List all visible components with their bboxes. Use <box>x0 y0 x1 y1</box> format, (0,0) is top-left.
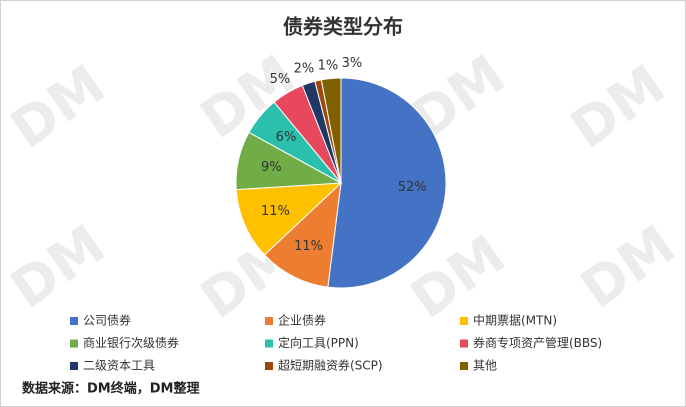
data-label: 11% <box>294 239 323 254</box>
data-label: 11% <box>261 204 290 219</box>
legend-label: 券商专项资产管理(BBS) <box>473 335 602 350</box>
data-label: 2% <box>294 61 315 76</box>
legend-swatch <box>460 317 468 325</box>
legend-swatch <box>460 339 468 348</box>
legend-swatch <box>70 317 78 325</box>
data-label: 52% <box>398 180 427 195</box>
pie-slice <box>320 77 342 184</box>
source-note: 数据来源：DM终端，DM整理 <box>22 381 199 397</box>
data-label: 9% <box>261 160 282 175</box>
pie-slice <box>263 181 342 288</box>
data-label: 1% <box>318 58 339 73</box>
legend-label: 公司债券 <box>83 313 131 328</box>
legend-label: 定向工具(PPN) <box>278 335 359 350</box>
pie-slice <box>327 77 447 289</box>
legend-label: 其他 <box>473 359 497 373</box>
legend-swatch <box>265 339 273 348</box>
legend-label: 中期票据(MTN) <box>473 313 557 328</box>
legend-label: 二级资本工具 <box>83 359 155 373</box>
legend-label: 商业银行次级债券 <box>83 335 179 350</box>
legend-label: 超短期融资券(SCP) <box>278 358 383 373</box>
data-label: 5% <box>270 72 291 87</box>
legend-swatch <box>265 317 273 325</box>
legend-swatch <box>460 362 468 370</box>
legend-swatch <box>70 362 78 370</box>
legend-swatch <box>265 362 273 370</box>
chart-title: 债券类型分布 <box>283 15 403 39</box>
pie-slice <box>235 182 343 256</box>
legend-swatch <box>70 339 78 348</box>
data-label: 6% <box>276 130 297 145</box>
data-label: 3% <box>342 56 363 71</box>
legend-label: 企业债券 <box>278 313 326 328</box>
